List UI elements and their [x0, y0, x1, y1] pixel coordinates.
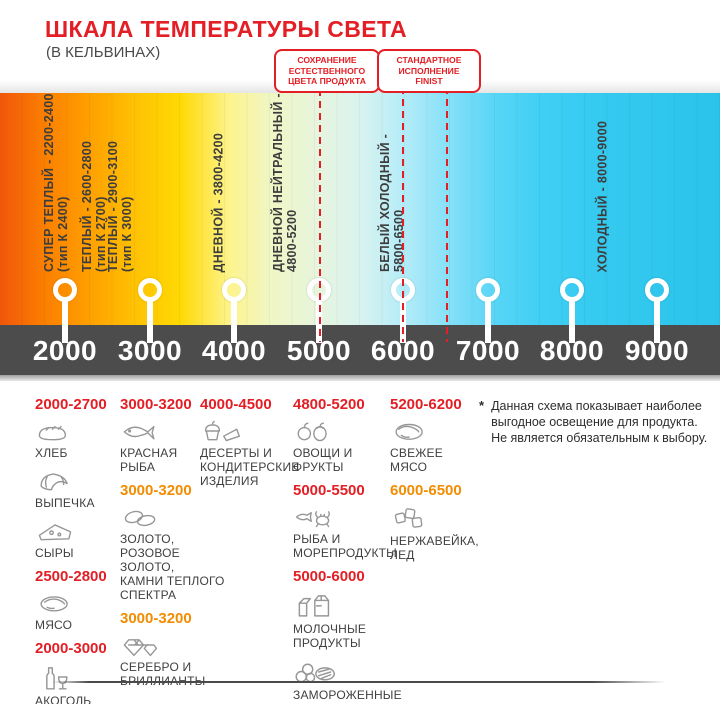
kelvin-bar-shadow [0, 375, 720, 381]
item-label: ХЛЕБ [35, 446, 68, 460]
marker-stem-2000 [62, 299, 68, 343]
milk-icon [298, 595, 330, 617]
footnote-asterisk: * [479, 398, 485, 413]
marker-stem-8000 [569, 299, 575, 343]
category-column-4: 4800-5200 ОВОЩИ И ФРУКТЫ 5000-5500 РЫБА … [293, 396, 428, 704]
zone-label-super-warm: СУПЕР ТЕПЛЫЙ - 2200-2400 (тип К 2400) [42, 93, 70, 272]
item-label: МЯСО [35, 618, 73, 632]
desserts-icon [204, 420, 241, 442]
item-label: РЫБА И МОРЕПРОДУКТЫ [293, 532, 398, 560]
item-label: ДЕСЕРТЫ И КОНДИТЕРСКИЕ ИЗДЕЛИЯ [200, 446, 300, 488]
zone-label-warm-2700: ТЕПЛЫЙ - 2600-2800 (тип К 2700) [80, 140, 108, 272]
page-title: ШКАЛА ТЕМПЕРАТУРЫ СВЕТА [45, 16, 407, 42]
list-item: АКОГОЛЬ [35, 662, 117, 704]
list-item: РЫБА И МОРЕПРОДУКТЫ [293, 504, 428, 560]
marker-stem-7000 [485, 299, 491, 343]
zone-label-cold: ХОЛОДНЫЙ - 8000-9000 [595, 120, 610, 272]
range-header: 6000-6500 [390, 482, 462, 499]
fresh-meat-icon [395, 423, 423, 440]
category-column-2: 3000-3200 КРАСНАЯ РЫБА 3000-3200 ЗОЛОТО,… [120, 396, 235, 696]
pointer-line-6000 [402, 87, 404, 342]
diamonds-icon [123, 639, 158, 657]
item-label: АКОГОЛЬ [35, 694, 92, 704]
item-label: ОВОЩИ И ФРУКТЫ [293, 446, 353, 474]
marker-stem-4000 [231, 299, 237, 343]
list-item: МОЛОЧНЫЕ ПРОДУКТЫ [293, 590, 428, 650]
seafood-icon [295, 511, 330, 528]
page-subtitle: (В КЕЛЬВИНАХ) [46, 44, 161, 61]
zone-label-daylight: ДНЕВНОЙ - 3800-4200 [211, 132, 226, 272]
item-label: ЗАМОРОЖЕННЫЕ ПОЛУФАБРИКАТЫ [293, 688, 402, 704]
list-item: СЫРЫ [35, 518, 117, 560]
marker-stem-3000 [147, 299, 153, 343]
item-label: СВЕЖЕЕ МЯСО [390, 446, 443, 474]
ice-cubes-icon [394, 508, 423, 528]
cheese-icon [38, 524, 72, 541]
marker-stem-9000 [654, 299, 660, 343]
list-item: КРАСНАЯ РЫБА [120, 418, 235, 474]
list-item: ЗАМОРОЖЕННЫЕ ПОЛУФАБРИКАТЫ [293, 658, 428, 704]
list-item: ОВОЩИ И ФРУКТЫ [293, 418, 428, 474]
alcohol-icon [46, 667, 68, 690]
range-header: 2000-2700 [35, 396, 107, 413]
list-item: СЕРЕБРО И БРИЛЛИАНТЫ [120, 632, 235, 688]
range-header: 5000-5500 [293, 482, 365, 499]
item-label: ЗОЛОТО, РОЗОВОЕ ЗОЛОТО, КАМНИ ТЕПЛОГО СП… [120, 532, 225, 602]
range-header: 2500-2800 [35, 568, 107, 585]
item-label: СЕРЕБРО И БРИЛЛИАНТЫ [120, 660, 205, 688]
rings-icon [124, 510, 156, 527]
list-item: МЯСО [35, 590, 117, 632]
bread-icon [38, 425, 67, 441]
item-label: СЫРЫ [35, 546, 74, 560]
color-temperature-gradient: СУПЕР ТЕПЛЫЙ - 2200-2400 (тип К 2400) ТЕП… [0, 93, 720, 325]
list-item: ЗОЛОТО, РОЗОВОЕ ЗОЛОТО, КАМНИ ТЕПЛОГО СП… [120, 504, 235, 602]
range-header: 3000-3200 [120, 482, 192, 499]
range-header: 2000-3000 [35, 640, 107, 657]
list-item: СВЕЖЕЕ МЯСО [390, 418, 485, 474]
category-column-3: 4000-4500 ДЕСЕРТЫ И КОНДИТЕРСКИЕ ИЗДЕЛИЯ [200, 396, 300, 496]
category-column-5: 5200-6200 СВЕЖЕЕ МЯСО 6000-6500 НЕРЖАВЕЙ… [390, 396, 485, 570]
range-header: 5000-6000 [293, 568, 365, 585]
range-header: 3000-3200 [120, 610, 192, 627]
fish-icon [123, 425, 155, 440]
fruits-icon [297, 422, 327, 442]
category-column-1: 2000-2700 ХЛЕБ ВЫПЕЧКА СЫРЫ 2500-2800 МЯ… [35, 396, 117, 704]
croissant-icon [40, 473, 68, 491]
range-header: 5200-6200 [390, 396, 462, 413]
item-label: НЕРЖАВЕЙКА, ЛЕД [390, 534, 479, 562]
range-header: 3000-3200 [120, 396, 192, 413]
item-label: КРАСНАЯ РЫБА [120, 446, 178, 474]
item-label: МОЛОЧНЫЕ ПРОДУКТЫ [293, 622, 367, 650]
list-item: НЕРЖАВЕЙКА, ЛЕД [390, 504, 485, 562]
zone-label-warm-3000: ТЕПЛЫЙ - 2900-3100 (тип К 3000) [106, 140, 134, 272]
list-item: ДЕСЕРТЫ И КОНДИТЕРСКИЕ ИЗДЕЛИЯ [200, 418, 300, 488]
list-item: ВЫПЕЧКА [35, 468, 117, 510]
meat-icon [40, 596, 68, 612]
bottom-divider [52, 681, 666, 683]
zone-label-neutral-daylight: ДНЕВНОЙ НЕЙТРАЛЬНЫЙ -4800-5200 [271, 93, 299, 272]
range-header: 4800-5200 [293, 396, 365, 413]
list-item: ХЛЕБ [35, 418, 117, 460]
item-label: ВЫПЕЧКА [35, 496, 95, 510]
callout-standard-finist: СТАНДАРТНОЕ ИСПОЛНЕНИЕ FINIST [377, 49, 481, 93]
range-header: 4000-4500 [200, 396, 272, 413]
kelvin-axis-bar: 2000 3000 4000 5000 6000 7000 8000 9000 [0, 325, 720, 375]
footnote-text: Данная схема показывает наиболее выгодно… [491, 399, 708, 445]
pointer-line-5000 [319, 89, 321, 342]
pointer-line-6500 [446, 87, 448, 342]
footnote: * Данная схема показывает наиболее выгод… [479, 398, 709, 446]
callout-preserve-color: СОХРАНЕНИЕ ЕСТЕСТВЕННОГО ЦВЕТА ПРОДУКТА [274, 49, 380, 93]
